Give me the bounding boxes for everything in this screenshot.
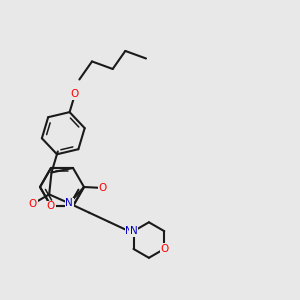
Text: N: N (130, 226, 137, 236)
Text: N: N (125, 226, 133, 236)
Text: O: O (160, 244, 168, 254)
Text: O: O (47, 201, 55, 211)
Text: N: N (65, 198, 73, 208)
Text: O: O (29, 199, 37, 209)
Text: O: O (71, 89, 79, 99)
Text: O: O (98, 183, 107, 193)
